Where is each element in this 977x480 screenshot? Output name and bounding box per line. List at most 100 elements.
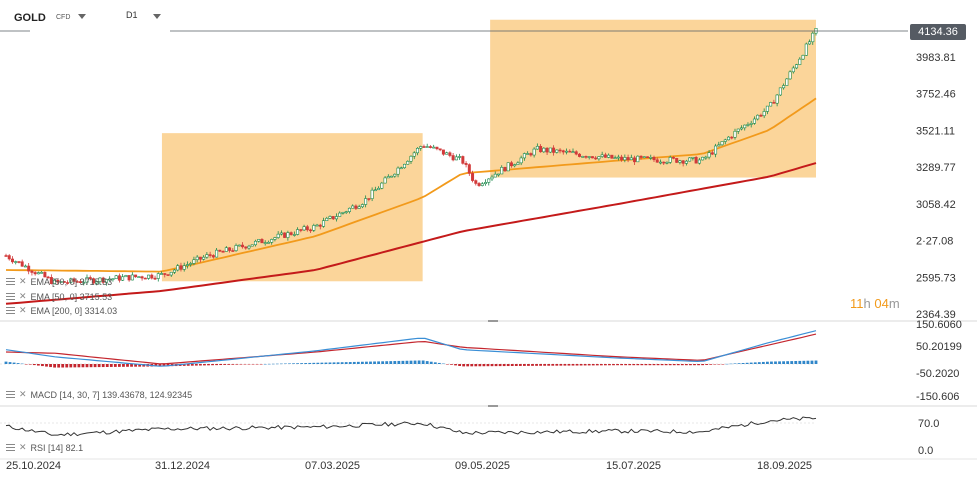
candle-body bbox=[390, 175, 394, 178]
macd-histogram-bar bbox=[648, 364, 652, 366]
symbol-name[interactable]: GOLD bbox=[14, 12, 46, 24]
macd-histogram-bar bbox=[385, 361, 389, 364]
candle-body bbox=[587, 156, 591, 158]
candle-body bbox=[756, 114, 760, 120]
candle-body bbox=[299, 229, 303, 231]
candle-body bbox=[17, 261, 21, 263]
macd-histogram-bar bbox=[721, 364, 725, 365]
candle-body bbox=[20, 261, 24, 267]
candle-body bbox=[730, 136, 734, 139]
macd-histogram-bar bbox=[628, 364, 632, 366]
macd-histogram-bar bbox=[8, 362, 12, 364]
candle-body bbox=[82, 281, 86, 284]
candle-body bbox=[66, 282, 70, 284]
candle-body bbox=[409, 155, 413, 162]
macd-histogram-bar bbox=[288, 363, 291, 364]
candle-body bbox=[101, 277, 105, 283]
candle-countdown: 11h 04m bbox=[850, 296, 900, 311]
macd-histogram-bar bbox=[652, 364, 656, 366]
candle-body bbox=[503, 167, 507, 172]
macd-histogram-bar bbox=[640, 364, 644, 366]
candle-body bbox=[273, 237, 277, 240]
menu-icon[interactable] bbox=[6, 444, 15, 451]
macd-histogram-bar bbox=[567, 364, 571, 366]
candle-body bbox=[597, 156, 601, 160]
menu-icon[interactable] bbox=[6, 293, 15, 300]
candle-body bbox=[253, 240, 257, 246]
macd-histogram-bar bbox=[458, 364, 461, 366]
candle-body bbox=[762, 111, 766, 117]
close-icon[interactable]: ✕ bbox=[19, 291, 27, 301]
macd-histogram-bar bbox=[620, 364, 623, 366]
macd-histogram-bar bbox=[320, 362, 324, 364]
macd-histogram-bar bbox=[672, 364, 676, 366]
candle-body bbox=[156, 273, 160, 279]
macd-histogram-bar bbox=[523, 364, 526, 366]
candle-body bbox=[467, 164, 471, 174]
candle-body bbox=[548, 147, 552, 153]
candle-body bbox=[46, 276, 50, 279]
candle-body bbox=[752, 118, 756, 124]
candle-body bbox=[419, 146, 423, 149]
countdown-hours: 11 bbox=[850, 296, 864, 311]
macd-histogram-bar bbox=[632, 364, 636, 366]
legend-ema-1: ✕ EMA [50, 0] 3715.53 bbox=[6, 276, 112, 287]
candle-body bbox=[279, 232, 283, 235]
macd-histogram-bar bbox=[263, 363, 267, 365]
macd-histogram-bar bbox=[186, 364, 190, 366]
candle-body bbox=[723, 139, 727, 142]
candle-body bbox=[62, 281, 66, 283]
macd-histogram-bar bbox=[729, 363, 733, 365]
macd-histogram-bar bbox=[219, 364, 223, 366]
macd-histogram-bar bbox=[599, 364, 603, 366]
menu-icon[interactable] bbox=[6, 391, 15, 398]
candle-body bbox=[684, 160, 688, 164]
candle-body bbox=[727, 136, 731, 141]
macd-histogram-bar bbox=[259, 364, 263, 365]
candle-body bbox=[574, 151, 578, 155]
candle-body bbox=[519, 157, 523, 164]
candle-body bbox=[88, 277, 92, 279]
macd-histogram-bar bbox=[377, 361, 380, 364]
symbol-dropdown-icon[interactable] bbox=[78, 14, 86, 19]
macd-histogram-bar bbox=[389, 361, 393, 364]
candle-body bbox=[804, 43, 808, 56]
macd-histogram-bar bbox=[644, 364, 648, 366]
candle-body bbox=[185, 264, 189, 266]
menu-icon[interactable] bbox=[6, 278, 15, 285]
menu-icon[interactable] bbox=[6, 307, 15, 314]
macd-histogram-bar bbox=[373, 361, 376, 364]
macd-histogram-bar bbox=[211, 364, 214, 366]
timeframe-selector[interactable]: D1 bbox=[126, 10, 138, 20]
time-axis-label: 09.05.2025 bbox=[455, 460, 510, 472]
macd-histogram-bar bbox=[741, 363, 745, 364]
macd-histogram-bar bbox=[275, 363, 279, 365]
close-icon[interactable]: ✕ bbox=[19, 276, 27, 286]
macd-histogram-bar bbox=[753, 362, 757, 364]
close-icon[interactable]: ✕ bbox=[19, 442, 27, 452]
macd-histogram-bar bbox=[717, 364, 721, 365]
candle-body bbox=[244, 246, 248, 249]
candle-body bbox=[658, 161, 662, 164]
candle-body bbox=[778, 87, 782, 96]
candle-body bbox=[733, 130, 737, 138]
macd-histogram-bar bbox=[130, 364, 133, 367]
macd-histogram-bar bbox=[559, 364, 563, 366]
macd-axis-label: 50.20199 bbox=[916, 341, 962, 353]
close-icon[interactable]: ✕ bbox=[19, 305, 27, 315]
timeframe-dropdown-icon[interactable] bbox=[153, 14, 161, 19]
macd-histogram-bar bbox=[199, 364, 202, 366]
candle-body bbox=[451, 155, 455, 161]
close-icon[interactable]: ✕ bbox=[19, 389, 27, 399]
time-axis-label: 31.12.2024 bbox=[155, 460, 210, 472]
macd-histogram-bar bbox=[348, 362, 352, 364]
candle-body bbox=[383, 177, 387, 184]
macd-histogram-bar bbox=[12, 362, 16, 364]
macd-histogram-bar bbox=[462, 364, 466, 367]
candle-body bbox=[603, 154, 607, 158]
candle-body bbox=[639, 155, 643, 158]
macd-histogram-bar bbox=[166, 364, 170, 367]
legend-ema-1-label: EMA [50, 0] 3715.53 bbox=[30, 276, 113, 287]
candle-body bbox=[539, 146, 543, 153]
